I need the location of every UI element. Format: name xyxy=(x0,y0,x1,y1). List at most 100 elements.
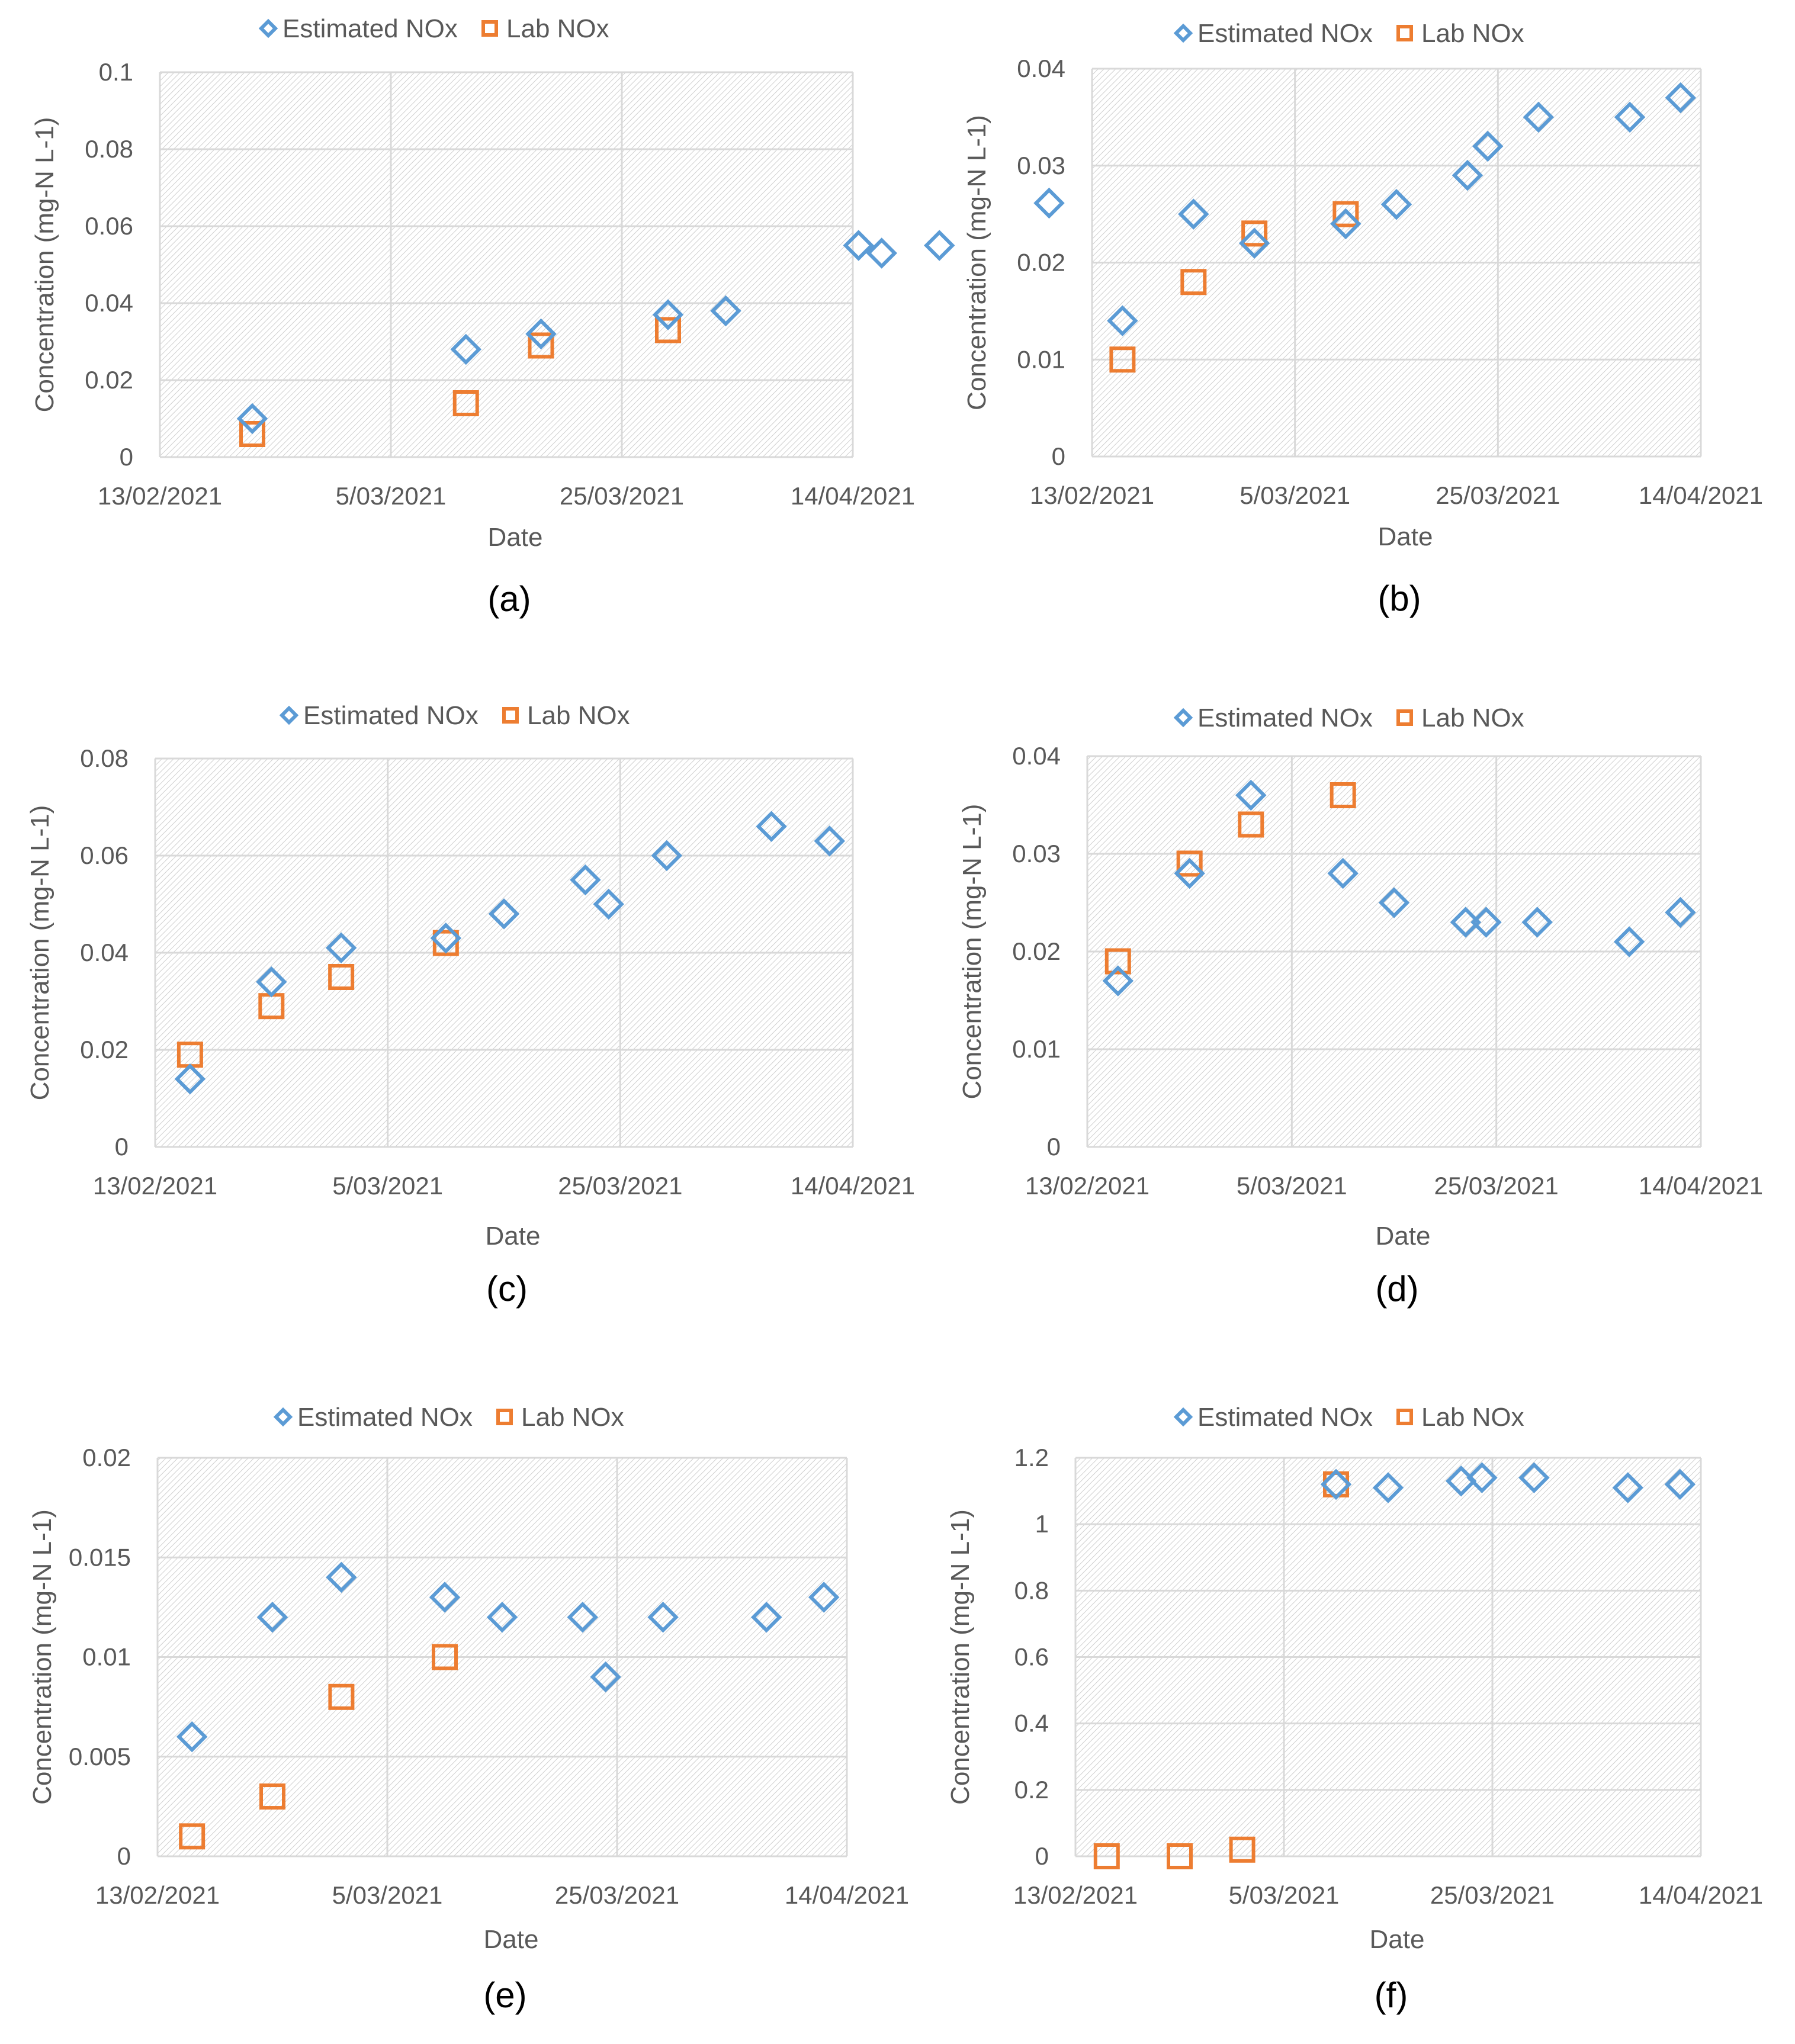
x-tick-label: 14/04/2021 xyxy=(791,482,915,510)
estimated-nox-point xyxy=(1378,887,1410,918)
x-tick-label: 5/03/2021 xyxy=(1237,1172,1347,1200)
legend-lab-label: Lab NOx xyxy=(521,1403,624,1432)
y-tick-label: 1.2 xyxy=(1014,1444,1049,1471)
estimated-nox-point xyxy=(256,966,287,998)
legend-lab-marker xyxy=(1396,25,1413,41)
panel-label: (f) xyxy=(1375,1975,1408,2015)
lab-nox-point xyxy=(1332,201,1359,227)
estimated-nox-point xyxy=(1372,1472,1404,1503)
y-tick-label: 0.02 xyxy=(1012,937,1061,965)
chart-panel-c: 0 0.02 0.04 0.06 0.08 13/02/2021 5/03/2021 25/0… xyxy=(25,701,915,1309)
y-tick-label: 0.015 xyxy=(69,1543,131,1571)
estimated-nox-point xyxy=(1178,198,1209,230)
x-axis-label: Date xyxy=(486,1222,541,1251)
legend-lab-label: Lab NOx xyxy=(1421,19,1524,48)
estimated-nox-point xyxy=(647,1601,679,1633)
y-tick-label: 0 xyxy=(1047,1133,1061,1161)
estimated-nox-point xyxy=(256,1601,288,1633)
legend-estimated-marker xyxy=(1173,1407,1193,1427)
panel-label: (c) xyxy=(486,1269,528,1309)
x-tick-label: 13/02/2021 xyxy=(93,1172,217,1200)
y-tick-label: 0.6 xyxy=(1014,1643,1049,1671)
estimated-nox-point xyxy=(1238,227,1270,259)
y-tick-label: 0 xyxy=(1035,1842,1049,1870)
y-axis-label: Concentration (mg-N L-1) xyxy=(25,805,54,1101)
x-axis-label: Date xyxy=(1376,1222,1431,1251)
x-tick-label: 5/03/2021 xyxy=(332,1881,443,1909)
lab-nox-point xyxy=(452,390,479,416)
legend: Estimated NOx Lab NOx xyxy=(273,1403,624,1432)
lab-nox-point xyxy=(1109,346,1136,373)
x-tick-label: 13/02/2021 xyxy=(98,482,222,510)
y-tick-label: 0.03 xyxy=(1012,840,1061,867)
x-tick-label: 25/03/2021 xyxy=(555,1881,679,1909)
estimated-nox-point xyxy=(1330,208,1361,240)
x-tick-label: 25/03/2021 xyxy=(558,1172,682,1200)
estimated-nox-point xyxy=(1613,926,1645,957)
x-tick-label: 25/03/2021 xyxy=(560,482,684,510)
y-tick-label: 0.08 xyxy=(80,744,129,772)
lab-nox-point xyxy=(432,1644,458,1670)
x-tick-label: 5/03/2021 xyxy=(1229,1881,1340,1909)
legend-lab-label: Lab NOx xyxy=(527,701,630,730)
estimated-nox-point xyxy=(756,811,787,843)
x-axis-label: Date xyxy=(1370,1925,1425,1954)
legend-estimated-label: Estimated NOx xyxy=(1197,19,1373,48)
chart-panel-e: 0 0.005 0.01 0.015 0.02 13/02/2021 5/03/2021 25… xyxy=(28,1403,909,2015)
y-tick-label: 0 xyxy=(117,1842,131,1870)
y-tick-label: 0.06 xyxy=(85,212,133,240)
estimated-nox-point xyxy=(1102,965,1134,997)
legend-lab-marker xyxy=(1396,709,1413,726)
y-axis-label: Concentration (mg-N L-1) xyxy=(946,1509,975,1805)
estimated-nox-point xyxy=(1664,1468,1696,1500)
plot-area xyxy=(160,72,853,457)
y-tick-label: 0.2 xyxy=(1014,1776,1049,1804)
lab-nox-point xyxy=(1104,948,1131,975)
estimated-nox-point xyxy=(1665,82,1696,114)
legend-estimated-marker xyxy=(273,1407,293,1427)
x-tick-label: 13/02/2021 xyxy=(1013,1881,1138,1909)
lab-nox-point xyxy=(328,964,355,990)
estimated-nox-point xyxy=(236,403,268,435)
legend-estimated-label: Estimated NOx xyxy=(1197,1403,1373,1432)
estimated-nox-point xyxy=(1612,1472,1644,1503)
y-tick-label: 0.04 xyxy=(85,289,133,317)
x-tick-label: 14/04/2021 xyxy=(791,1172,915,1200)
chart-panel-b: 0 0.01 0.02 0.03 0.04 13/02/2021 5/03/2021 25/0… xyxy=(962,19,1763,618)
estimated-nox-point xyxy=(488,898,520,930)
estimated-nox-point xyxy=(1450,907,1482,938)
estimated-nox-point xyxy=(1452,159,1483,191)
legend-estimated-label: Estimated NOx xyxy=(1197,703,1373,732)
lab-nox-point xyxy=(1238,811,1264,838)
panel-label: (a) xyxy=(487,579,531,619)
estimated-nox-point xyxy=(1470,907,1502,938)
estimated-nox-point xyxy=(486,1601,518,1633)
legend-lab-label: Lab NOx xyxy=(1421,703,1524,732)
lab-nox-point xyxy=(432,930,459,956)
y-tick-label: 0 xyxy=(115,1133,129,1161)
x-axis-label: Date xyxy=(1378,522,1433,551)
estimated-nox-point xyxy=(570,864,601,896)
estimated-nox-point xyxy=(567,1601,599,1633)
estimated-nox-point xyxy=(924,230,955,261)
estimated-nox-point xyxy=(866,237,897,269)
lab-nox-point xyxy=(1180,269,1207,295)
x-tick-label: 14/04/2021 xyxy=(1639,481,1763,509)
legend-lab-label: Lab NOx xyxy=(506,14,609,43)
legend-lab-marker xyxy=(481,20,498,37)
lab-nox-point xyxy=(1167,1843,1193,1869)
x-tick-label: 13/02/2021 xyxy=(95,1881,220,1909)
y-tick-label: 0.1 xyxy=(99,58,133,86)
legend-lab-label: Lab NOx xyxy=(1421,1403,1524,1432)
x-tick-label: 25/03/2021 xyxy=(1436,481,1560,509)
chart-panel-d: 0 0.01 0.02 0.03 0.04 13/02/2021 5/03/2021 25/0… xyxy=(958,703,1763,1309)
lab-nox-point xyxy=(528,332,554,359)
lab-nox-point xyxy=(1229,1836,1255,1863)
estimated-nox-point xyxy=(450,333,481,365)
y-tick-label: 0.02 xyxy=(80,1036,129,1063)
estimated-nox-point xyxy=(176,1721,208,1753)
lab-nox-point xyxy=(239,421,265,447)
panel-label: (d) xyxy=(1375,1269,1418,1309)
legend: Estimated NOx Lab NOx xyxy=(258,14,609,43)
estimated-nox-point xyxy=(1614,101,1646,133)
